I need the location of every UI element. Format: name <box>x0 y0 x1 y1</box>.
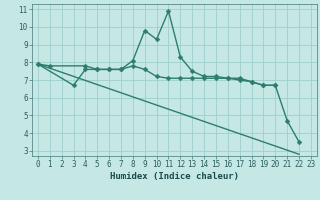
X-axis label: Humidex (Indice chaleur): Humidex (Indice chaleur) <box>110 172 239 181</box>
